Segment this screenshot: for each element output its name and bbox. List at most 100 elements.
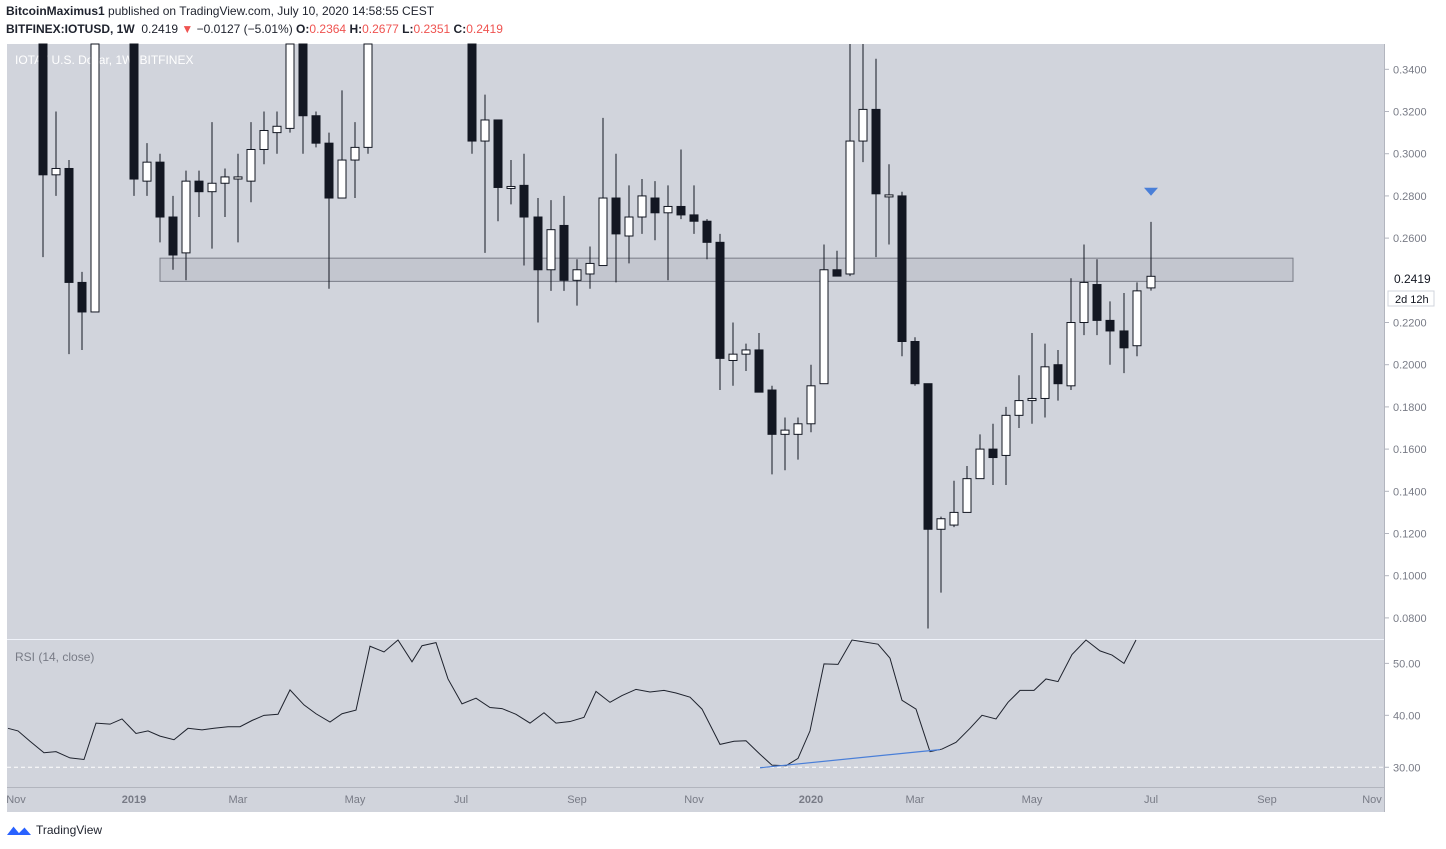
candle-body-up [585, 262, 595, 275]
candle-body-up [259, 130, 269, 150]
price-change: −0.0127 (−5.01%) [196, 22, 293, 36]
candle-body-up [51, 167, 61, 176]
candle [506, 160, 516, 205]
candle-body-down [689, 214, 699, 222]
price-tick-label: 0.1200 [1393, 529, 1427, 541]
rsi-pane[interactable] [7, 640, 1384, 787]
candle-body-up [819, 269, 829, 385]
candle-body-down [1105, 319, 1115, 332]
candle-body-down [194, 180, 204, 193]
candle-body-down [910, 341, 920, 385]
candle-body-down [871, 108, 881, 195]
candle-body-down [168, 216, 178, 256]
candle [90, 43, 100, 313]
candle [650, 181, 660, 241]
countdown-label: 2d 12h [1395, 294, 1429, 306]
candle [741, 343, 751, 372]
candle [832, 250, 842, 277]
price-tick: 0.1400 [1384, 486, 1427, 498]
author-name[interactable]: BitcoinMaximus1 [6, 4, 105, 18]
candle-body-up [546, 229, 556, 271]
price-tick: 0.1200 [1384, 529, 1427, 541]
candle-body-down [533, 216, 543, 271]
candle-body-down [467, 43, 477, 142]
time-label: May [1022, 794, 1043, 806]
candle-body-down [611, 197, 621, 235]
candle-body-down [702, 220, 712, 243]
candle [363, 43, 373, 154]
candle [585, 246, 595, 289]
candle [272, 111, 282, 154]
candle-body-up [780, 429, 790, 435]
candle-body-up [246, 148, 256, 182]
candle [845, 44, 855, 277]
rsi-tick-label: 50.00 [1393, 658, 1421, 670]
candle [949, 480, 959, 528]
candle [884, 164, 894, 245]
candle-body-up [598, 197, 608, 267]
candle [715, 233, 725, 391]
time-axis[interactable] [7, 787, 1384, 812]
candle-body-up [233, 176, 243, 180]
candle [181, 170, 191, 281]
candle-body-down [1119, 330, 1129, 349]
resistance-zone[interactable] [159, 257, 1294, 282]
candle-body-down [324, 142, 334, 199]
candle [1132, 282, 1142, 357]
candle [910, 337, 920, 386]
candle [77, 271, 87, 350]
last-price-tag: 0.2419 [1386, 271, 1436, 287]
candle-body-up [884, 194, 894, 198]
price-tick: 0.0800 [1384, 613, 1427, 625]
candle [897, 191, 907, 357]
candle-body-up [858, 108, 868, 142]
candle [259, 111, 269, 165]
candle [324, 132, 334, 289]
candle-body-down [38, 43, 48, 176]
candle [572, 259, 582, 306]
candle-body-up [363, 43, 373, 148]
price-pane[interactable] [7, 44, 1384, 639]
time-label: Nov [684, 794, 704, 806]
candle [923, 383, 933, 629]
candle [1066, 278, 1076, 391]
candle [467, 43, 477, 154]
rsi-line [7, 639, 1137, 767]
candle-body-down [715, 241, 725, 359]
time-label: Nov [6, 794, 26, 806]
price-tick-label: 0.2800 [1393, 191, 1427, 203]
rsi-tick-label: 30.00 [1393, 762, 1421, 774]
price-tick-label: 0.1000 [1393, 571, 1427, 583]
candle [1040, 343, 1050, 418]
candle [663, 185, 673, 281]
rsi-tick-label: 40.00 [1393, 710, 1421, 722]
candle [1092, 259, 1102, 336]
candle-body-up [1079, 281, 1089, 324]
candle [129, 43, 139, 196]
countdown-tag: 2d 12h [1387, 290, 1435, 307]
published-text: published on TradingView.com, July 10, 2… [108, 4, 435, 18]
close-label: C: [453, 22, 467, 36]
candle [559, 195, 569, 291]
candle [1001, 406, 1011, 485]
candle [207, 122, 217, 249]
price-tick-label: 0.2600 [1393, 233, 1427, 245]
candle-body-up [845, 140, 855, 275]
rsi-tick: 50.00 [1384, 658, 1421, 670]
last-price: 0.2419 [141, 22, 179, 36]
last-price-tag-label: 0.2419 [1394, 272, 1431, 286]
candle-body-up [272, 125, 282, 134]
time-label: Jul [454, 794, 468, 806]
candle-body-up [350, 146, 360, 161]
price-tick-label: 0.0800 [1393, 613, 1427, 625]
footer-brand[interactable]: TradingView [36, 823, 103, 837]
rsi-tick: 40.00 [1384, 710, 1421, 722]
price-tick-label: 0.1600 [1393, 444, 1427, 456]
candle [519, 153, 529, 266]
candle [220, 168, 230, 218]
price-tick: 0.1600 [1384, 444, 1427, 456]
candle [858, 44, 868, 163]
time-label: 2020 [799, 794, 823, 806]
tradingview-logo-icon [7, 825, 31, 835]
